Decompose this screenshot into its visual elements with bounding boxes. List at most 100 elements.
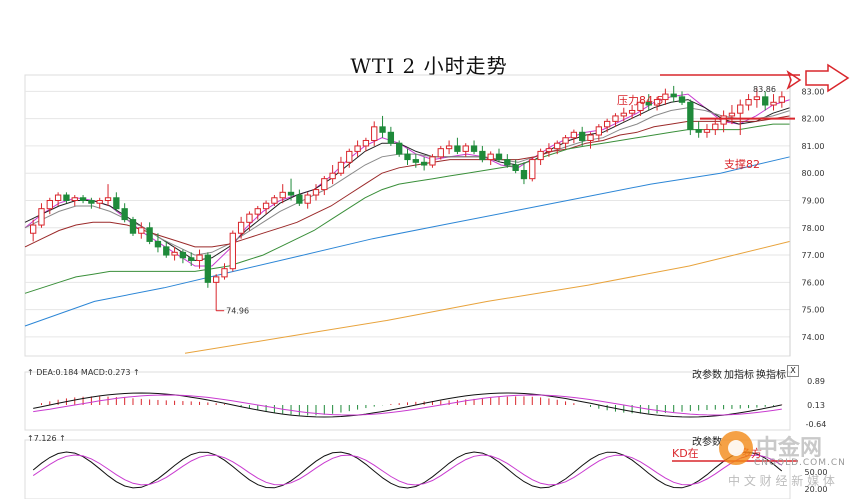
- kd-tick-label: 50.00: [805, 468, 828, 477]
- candle-body: [304, 194, 311, 204]
- candle-body: [88, 199, 95, 204]
- candle-body: [595, 126, 602, 136]
- candle-body: [420, 161, 428, 166]
- moving-average-line: [184, 240, 791, 354]
- candle-body: [778, 96, 786, 103]
- candle-body: [154, 240, 162, 248]
- price-axis: 83.00 82.00 81.00 80.00 79.00 78.00 77.00 76.00…: [789, 75, 825, 356]
- candle-body: [96, 199, 103, 204]
- candle-body: [63, 194, 70, 201]
- candle-body: [54, 194, 62, 201]
- watermark: 中金网 CNGOLD.COM.CN 中 文 财 经 新 媒 体: [714, 428, 845, 494]
- candle-body: [271, 197, 278, 204]
- candle-body: [387, 131, 395, 144]
- kd-tick-label: 20.00: [805, 485, 828, 494]
- candle-body: [113, 197, 120, 210]
- d-line: [32, 454, 783, 486]
- candle-body: [188, 257, 195, 262]
- candle-body: [554, 142, 561, 150]
- candle-body: [728, 112, 736, 117]
- candle-body: [712, 123, 719, 131]
- candle-body: [396, 142, 403, 155]
- candle-body: [462, 145, 469, 152]
- candle-body: [653, 99, 661, 106]
- macd-tick-label: 0.89: [807, 377, 825, 386]
- candle-body: [479, 150, 486, 161]
- candle-body: [246, 213, 253, 223]
- kd-panel-frame: [24, 439, 791, 499]
- candle-body: [29, 224, 37, 234]
- price-tick-label: 76.00: [802, 278, 825, 287]
- candle-body: [454, 145, 461, 152]
- candle-body: [437, 148, 444, 158]
- candle-body: [429, 156, 436, 166]
- candle-body: [146, 227, 153, 242]
- candle-body: [645, 101, 652, 106]
- kd-change-params-button[interactable]: 改参数: [692, 437, 722, 448]
- change-params-button[interactable]: 改参数: [692, 370, 722, 381]
- candle-body: [229, 232, 236, 270]
- price-tick-label: 81.00: [802, 142, 825, 151]
- price-tick-label: 80.00: [802, 169, 825, 178]
- macd-tick-label: 0.13: [807, 401, 825, 410]
- price-tick-label: 77.00: [802, 251, 825, 260]
- candle-body: [204, 254, 212, 283]
- candle-body: [570, 131, 578, 139]
- candle-body: [262, 202, 270, 210]
- candle-body: [737, 104, 744, 114]
- moving-average-line: [24, 115, 791, 248]
- candle-body: [196, 254, 203, 262]
- candle-body: [504, 159, 511, 166]
- support-label: 支撑82: [724, 157, 760, 171]
- candle-body: [221, 268, 228, 278]
- macd-panel: ↑ DEA:0.184 MACD:0.273 ↑ 0.89 0.13 -0.64: [24, 368, 826, 431]
- candle-body: [562, 137, 569, 144]
- chart-annotations: 74.96 83.86 压力84.5 支撑82: [216, 63, 850, 316]
- candle-body: [346, 150, 353, 163]
- candle-body: [46, 199, 53, 210]
- candle-body: [720, 115, 727, 125]
- high-price-label: 83.86: [753, 85, 776, 94]
- candle-body: [529, 159, 536, 180]
- add-indicator-button[interactable]: 加指标: [724, 370, 754, 381]
- macd-label: ↑ DEA:0.184 MACD:0.273 ↑: [27, 368, 140, 377]
- candle-body: [637, 101, 644, 111]
- candle-body: [138, 227, 145, 234]
- close-panel-button[interactable]: X: [787, 365, 799, 377]
- candle-body: [329, 172, 336, 180]
- candle-body: [612, 115, 619, 122]
- candle-body: [512, 164, 519, 171]
- candle-body: [620, 112, 627, 117]
- candle-body: [71, 197, 78, 201]
- candle-body: [237, 221, 245, 234]
- arrow-icon: [786, 70, 802, 90]
- price-tick-label: 79.00: [802, 196, 825, 205]
- price-tick-label: 83.00: [802, 87, 825, 96]
- switch-indicator-button[interactable]: 换指标: [756, 370, 786, 381]
- candle-body: [279, 191, 286, 199]
- candle-body: [354, 145, 361, 152]
- candle-body: [545, 148, 553, 152]
- candle-body: [412, 159, 419, 163]
- candle-body: [121, 208, 128, 221]
- moving-average-lines: [24, 93, 791, 354]
- candle-body: [179, 251, 187, 259]
- price-panel-frame: [24, 74, 791, 357]
- candle-body: [520, 169, 528, 180]
- candle-body: [687, 101, 694, 131]
- big-arrow-icon: [805, 63, 850, 93]
- candle-body: [254, 208, 261, 215]
- candle-body: [670, 93, 677, 98]
- candle-body: [79, 197, 87, 201]
- candle-body: [487, 153, 494, 161]
- candle-body: [445, 145, 453, 150]
- k-line: [32, 451, 783, 489]
- macd-line: [33, 392, 782, 418]
- candle-body: [171, 251, 178, 256]
- kd-label: ↑7.126 ↑: [27, 434, 66, 443]
- candle-body: [362, 139, 370, 147]
- candle-body: [762, 96, 769, 106]
- price-tick-label: 74.00: [802, 333, 825, 342]
- candle-body: [587, 134, 594, 141]
- moving-average-line: [24, 123, 790, 294]
